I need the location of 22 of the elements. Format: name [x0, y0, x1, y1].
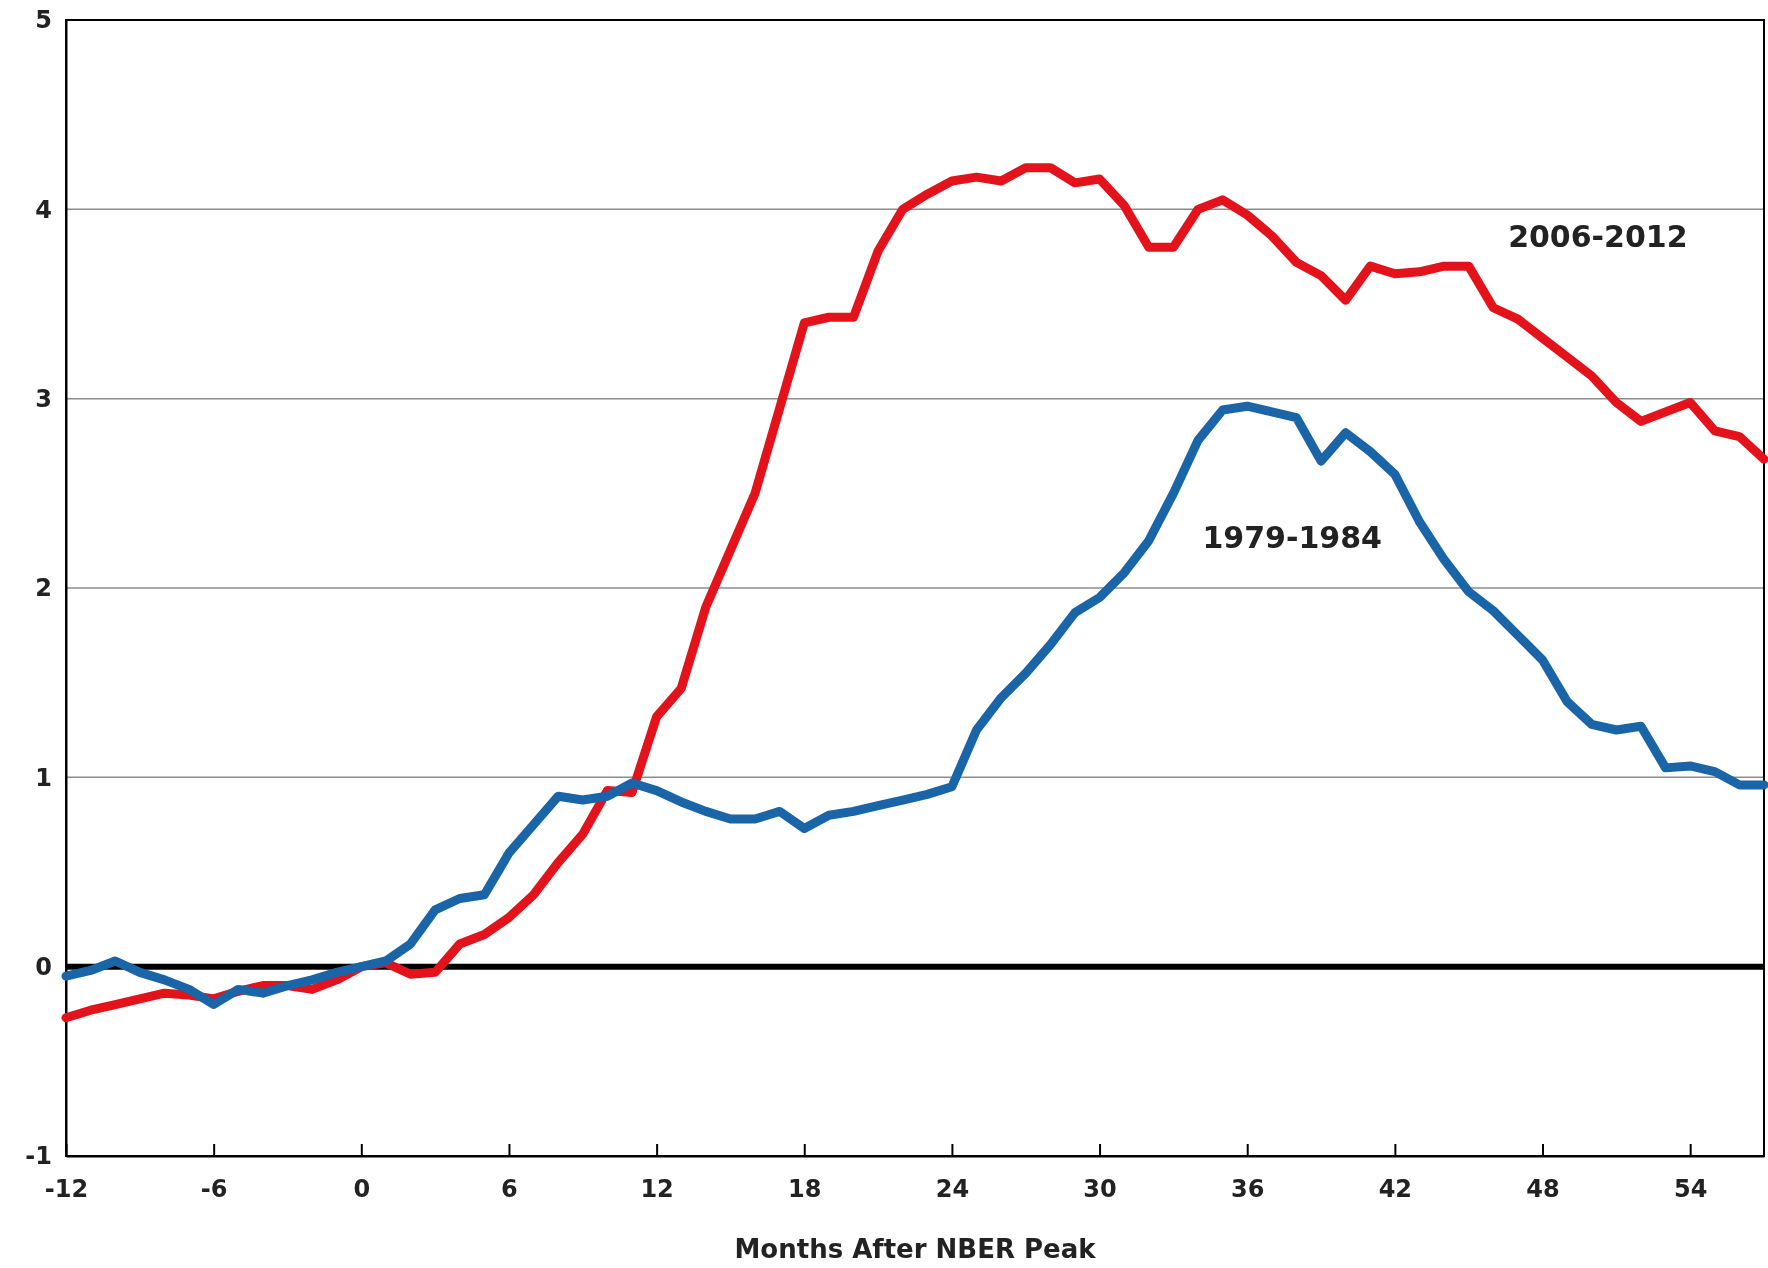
- x-tick-label: -6: [200, 1175, 228, 1204]
- x-tick-label: 24: [935, 1175, 970, 1204]
- x-tick-label: 12: [640, 1175, 674, 1204]
- x-tick-label: 54: [1673, 1175, 1708, 1204]
- y-tick-label: 5: [35, 6, 52, 35]
- x-axis-title: Months After NBER Peak: [734, 1234, 1097, 1264]
- x-tick-label: 6: [501, 1175, 518, 1204]
- x-tick-label: 48: [1526, 1175, 1560, 1204]
- y-tick-label: 0: [35, 952, 52, 981]
- x-tick-label: 30: [1083, 1175, 1117, 1204]
- x-tick-label: 42: [1378, 1175, 1413, 1204]
- x-tick-label: -12: [44, 1175, 89, 1204]
- y-tick-label: 1: [35, 763, 52, 792]
- y-tick-label: 2: [35, 574, 52, 603]
- y-tick-label: 3: [35, 384, 52, 413]
- series-label: 2006-2012: [1508, 219, 1688, 255]
- x-tick-label: 36: [1231, 1175, 1265, 1204]
- series-label: 1979-1984: [1202, 520, 1382, 556]
- x-tick-label: 0: [353, 1175, 371, 1204]
- x-tick-label: 18: [788, 1175, 822, 1204]
- y-tick-label: 4: [35, 195, 52, 224]
- y-tick-label: -1: [25, 1142, 52, 1171]
